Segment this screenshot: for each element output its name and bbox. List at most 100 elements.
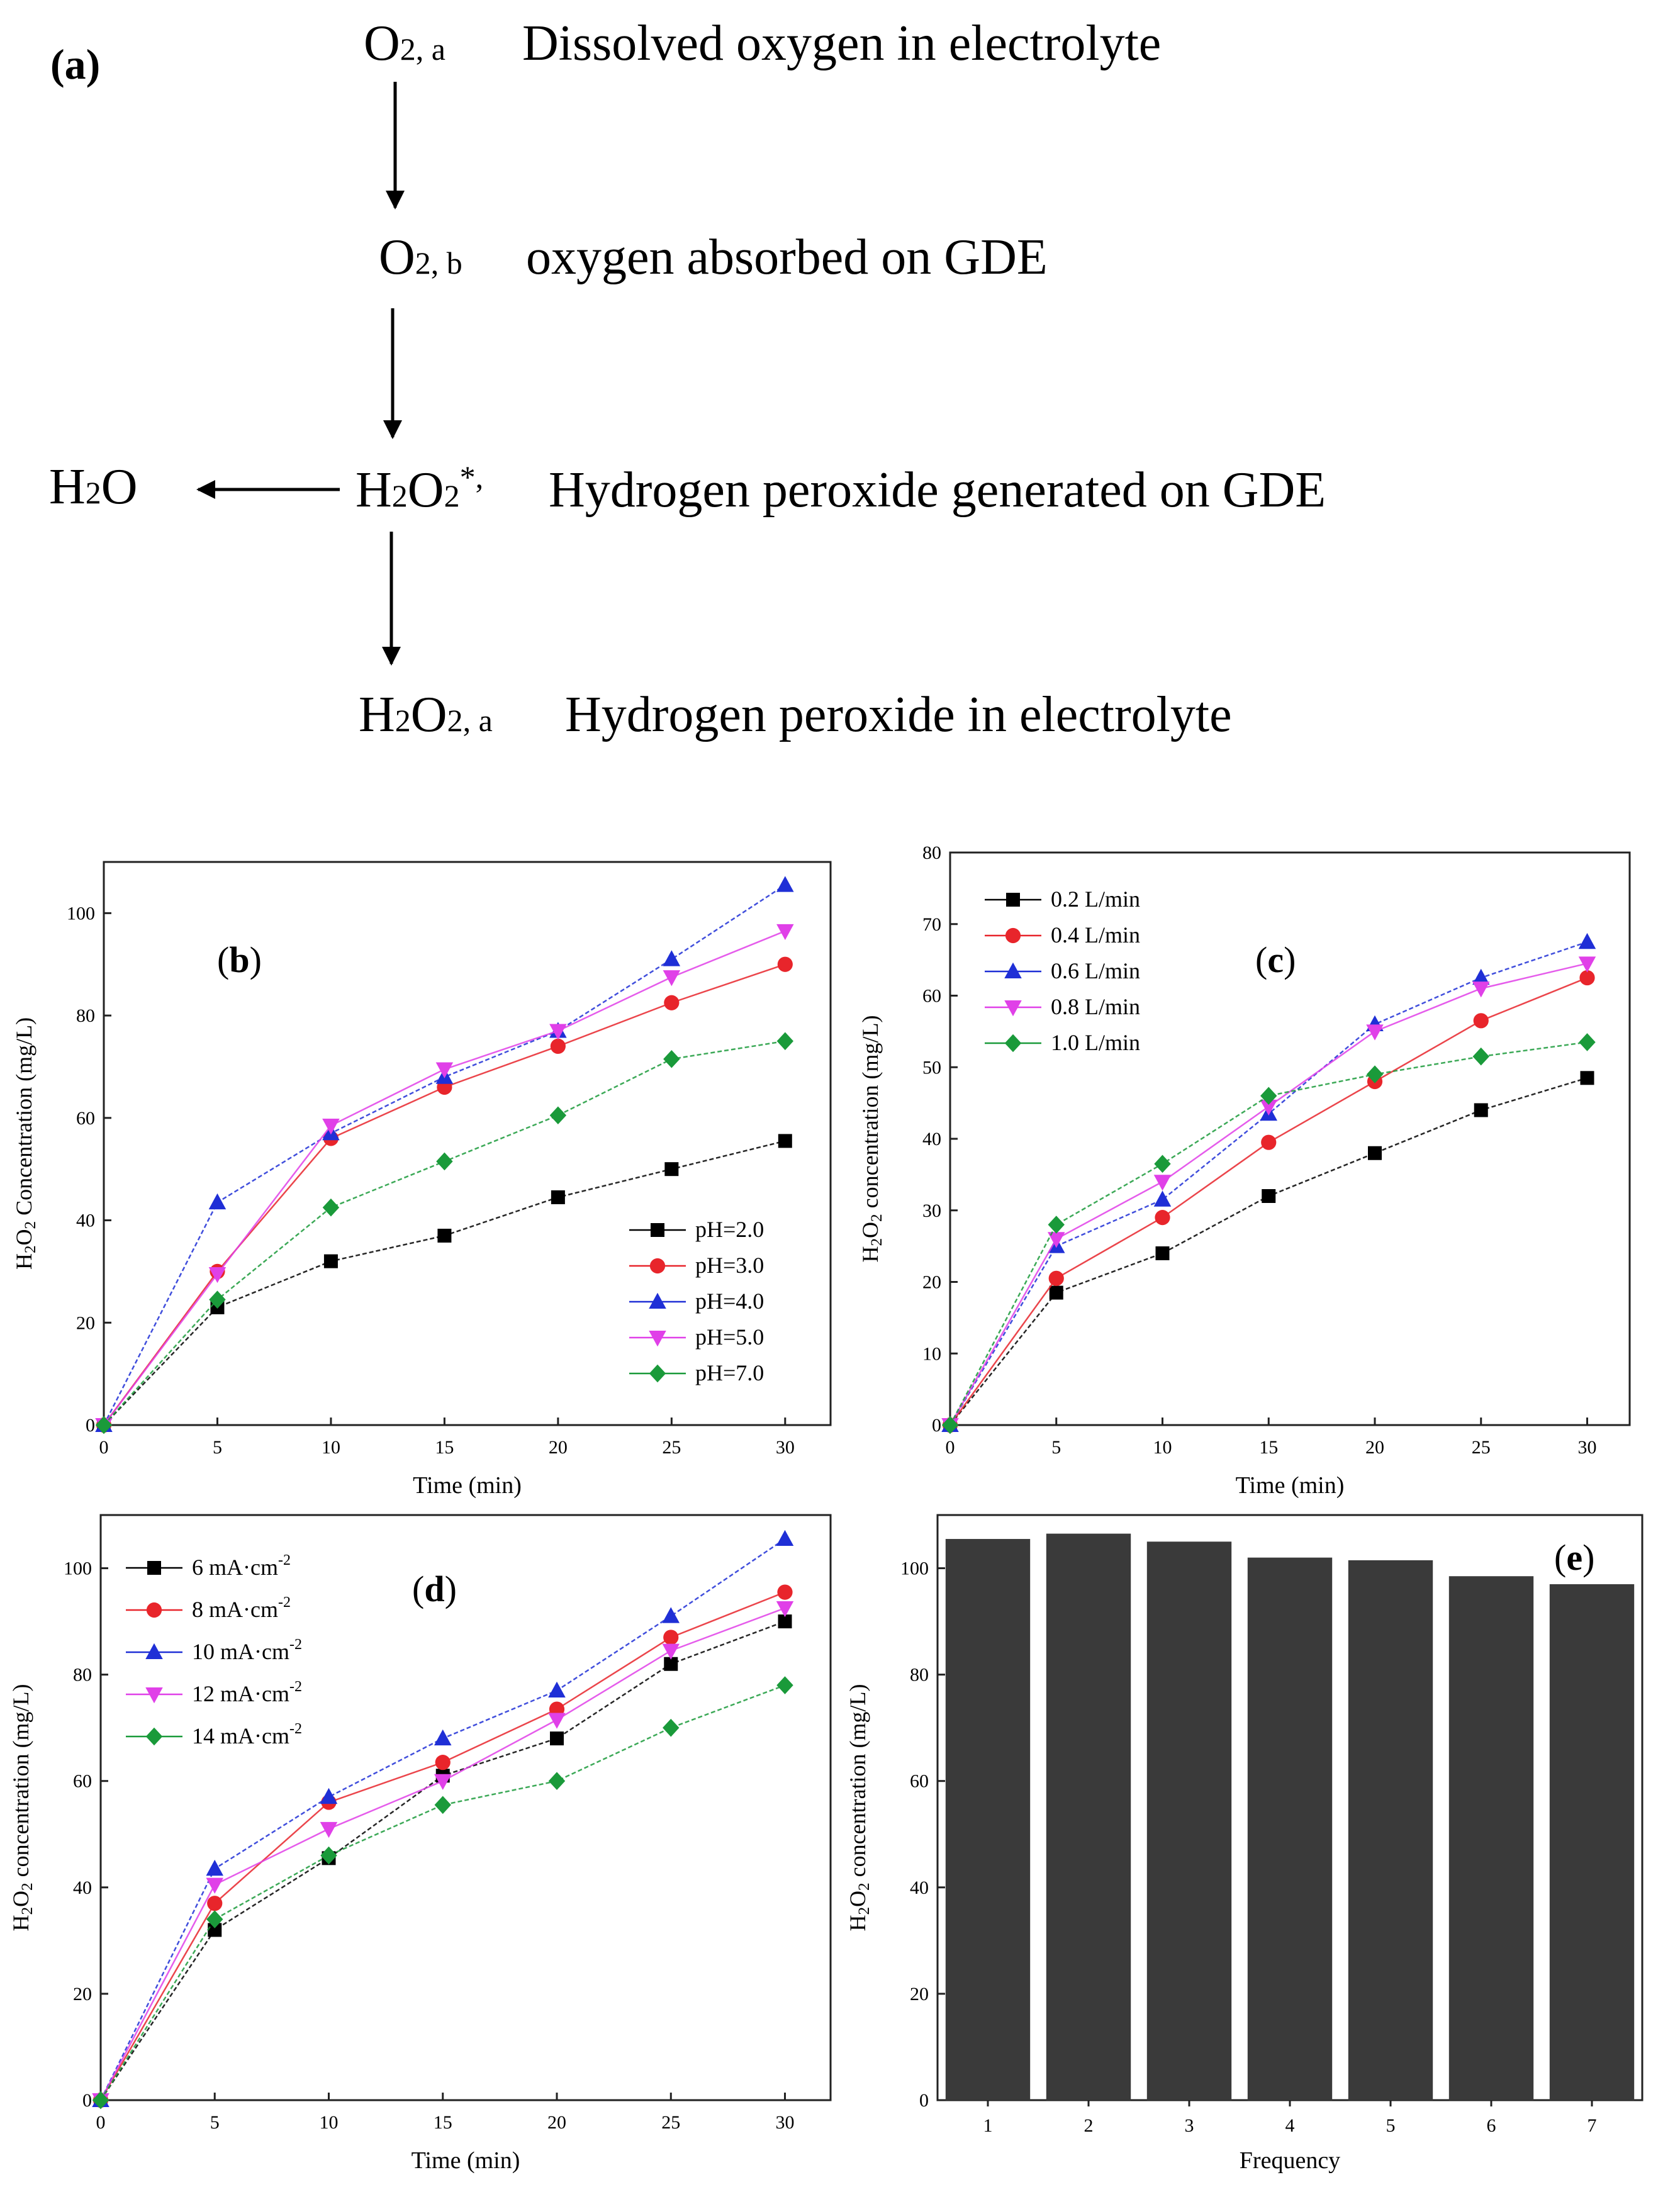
- y-tick-label: 0: [82, 2090, 92, 2111]
- x-axis-label: Time (min): [413, 1472, 522, 1499]
- x-tick-label: 10: [320, 2112, 339, 2133]
- legend-marker: [1004, 1000, 1022, 1017]
- legend-entry: 0.4 L/min: [1051, 922, 1140, 948]
- legend-entry: 12 mA·cm-2: [192, 1679, 302, 1706]
- data-point: [1578, 932, 1596, 949]
- reaction-scheme: (a) O2, a Dissolved oxygen in electrolyt…: [49, 16, 1326, 742]
- data-point: [941, 1416, 959, 1434]
- legend-marker: [649, 1364, 666, 1383]
- data-point: [664, 1162, 679, 1177]
- y-axis-label: H2O2 Concentration (mg/L): [11, 1017, 39, 1270]
- x-tick-label: 15: [435, 1437, 454, 1458]
- series-line: [99, 1538, 786, 2101]
- legend-entry: 0.6 L/min: [1051, 958, 1140, 983]
- data-point: [1474, 1103, 1488, 1117]
- data-point: [95, 1416, 113, 1434]
- data-point: [664, 995, 680, 1010]
- data-point: [1153, 1175, 1172, 1191]
- data-point: [1578, 956, 1596, 973]
- data-point: [1153, 1190, 1172, 1207]
- data-point: [662, 1643, 680, 1660]
- y-tick-label: 100: [900, 1558, 929, 1579]
- data-point: [776, 1676, 793, 1694]
- bar: [1247, 1557, 1333, 2100]
- data-point: [664, 1657, 678, 1671]
- panel-label: (e): [1554, 1537, 1594, 1578]
- y-tick-label: 60: [76, 1108, 95, 1129]
- x-tick-label: 10: [322, 1437, 340, 1458]
- panel-label-a: (a): [50, 40, 100, 88]
- data-point: [434, 1774, 452, 1791]
- data-point: [551, 1190, 565, 1204]
- legend-marker: [145, 1727, 163, 1746]
- data-point: [437, 1228, 452, 1243]
- legend-marker: [649, 1331, 666, 1347]
- legend-entry: pH=4.0: [695, 1289, 764, 1314]
- y-tick-label: 60: [922, 986, 941, 1007]
- x-tick-label: 25: [662, 1437, 681, 1458]
- y-tick-label: 0: [919, 2090, 929, 2111]
- legend-entry: 0.8 L/min: [1051, 994, 1140, 1019]
- legend-entry: 6 mA·cm-2: [192, 1552, 291, 1580]
- legend-entry: 10 mA·cm-2: [192, 1636, 302, 1664]
- chart-panel-b: 0 20 40 60 80 100 0 5 10 15 20 25 30 pH=2.0 pH=3.0 pH=4…: [11, 861, 832, 1499]
- data-point: [92, 2091, 109, 2110]
- data-point: [1368, 1146, 1382, 1160]
- data-point: [1473, 1013, 1489, 1029]
- x-tick-label: 25: [661, 2112, 680, 2133]
- legend-entry: 8 mA·cm-2: [192, 1594, 291, 1622]
- data-point: [206, 1910, 223, 1928]
- x-tick-label: 30: [1578, 1437, 1597, 1458]
- chart-panel-e: 0 20 40 60 80 100 1 2 3 4 5 6 7 Frequency H2O2 concent…: [845, 1514, 1644, 2174]
- y-tick-label: 70: [922, 914, 941, 935]
- y-axis-label: H2O2 concentration (mg/L): [845, 1684, 873, 1931]
- data-point: [1579, 1033, 1596, 1051]
- x-tick-label: 20: [1365, 1437, 1384, 1458]
- data-point: [776, 876, 794, 892]
- y-tick-label: 40: [73, 1877, 92, 1898]
- legend-marker: [649, 1258, 666, 1274]
- x-tick-label: 0: [946, 1437, 955, 1458]
- chart-panel-d: 0 20 40 60 80 100 0 5 10 15 20 25 30 6 mA·cm-2 8 mA·cm…: [8, 1514, 832, 2174]
- data-point: [1048, 1232, 1065, 1248]
- x-tick-label: 30: [776, 2112, 795, 2133]
- bar: [1348, 1560, 1433, 2100]
- data-point: [435, 1755, 451, 1770]
- x-tick-label: 5: [210, 2112, 220, 2133]
- data-point: [550, 1038, 566, 1054]
- data-point: [549, 1106, 567, 1125]
- legend-marker: [147, 1561, 161, 1575]
- data-point: [663, 970, 681, 987]
- legend-marker: [1004, 1034, 1022, 1053]
- bar: [1448, 1576, 1534, 2100]
- node-absorbed-oxygen-formula: O2, b: [379, 230, 462, 285]
- data-point: [1366, 1065, 1384, 1083]
- bar: [1146, 1541, 1232, 2100]
- x-tick-label: 4: [1285, 2115, 1295, 2136]
- data-point: [776, 1601, 794, 1618]
- y-tick-label: 100: [67, 903, 95, 924]
- y-tick-label: 100: [64, 1558, 92, 1579]
- bar: [1549, 1584, 1635, 2100]
- legend-marker: [1004, 962, 1022, 978]
- legend-entry: pH=3.0: [695, 1253, 764, 1278]
- data-point: [776, 924, 794, 941]
- x-tick-label: 25: [1472, 1437, 1491, 1458]
- series-line: [949, 941, 1588, 1426]
- legend-entry: pH=2.0: [695, 1217, 764, 1242]
- data-point: [663, 1630, 679, 1645]
- legend-entry: pH=7.0: [695, 1360, 764, 1385]
- y-tick-label: 0: [932, 1415, 941, 1436]
- legend-entry: 14 mA·cm-2: [192, 1721, 302, 1748]
- data-point: [776, 1032, 794, 1051]
- node-dissolved-oxygen-desc: Dissolved oxygen in electrolyte: [522, 16, 1161, 71]
- x-tick-label: 10: [1153, 1437, 1172, 1458]
- data-point: [1580, 1071, 1594, 1085]
- data-point: [434, 1729, 452, 1746]
- data-point: [776, 1530, 794, 1546]
- data-point: [778, 1134, 792, 1148]
- data-point: [1048, 1216, 1065, 1234]
- data-point: [322, 1119, 340, 1135]
- series-line: [103, 963, 786, 1426]
- y-tick-label: 80: [922, 842, 941, 863]
